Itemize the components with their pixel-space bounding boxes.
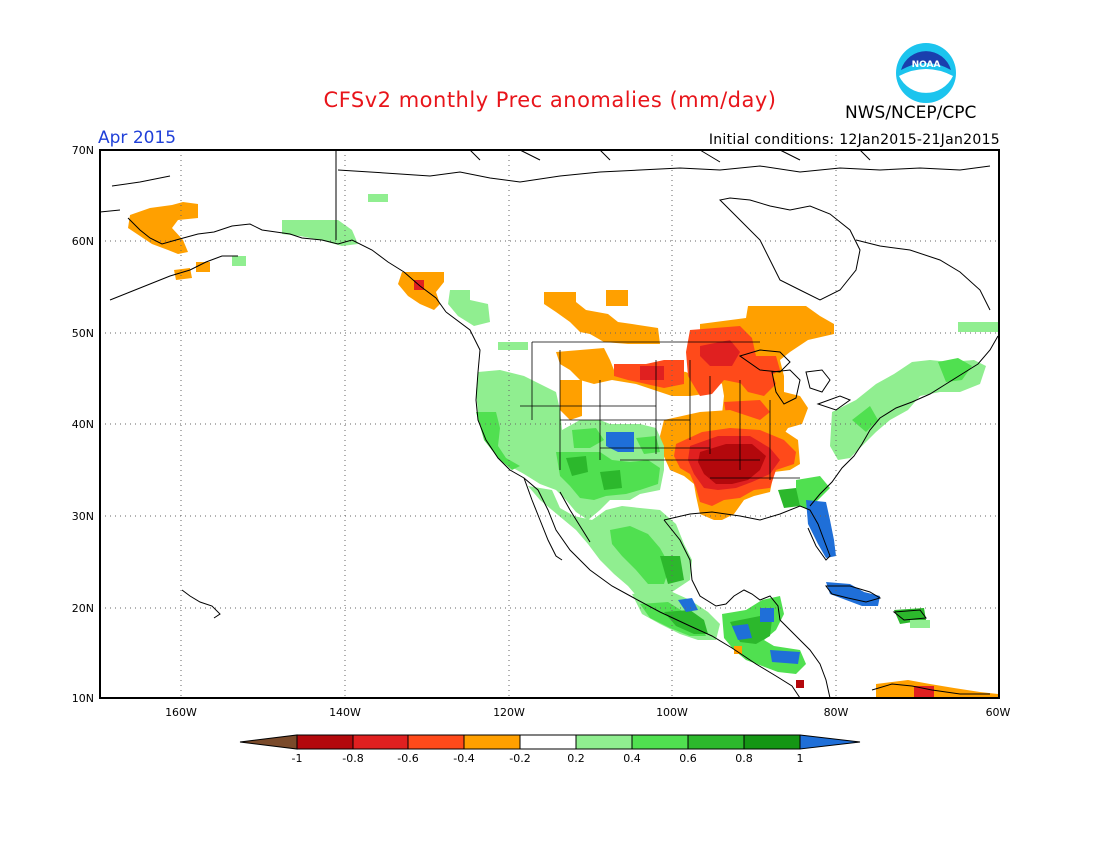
- agency-label: NWS/NCEP/CPC: [845, 103, 977, 123]
- region-east-coast-wet: [938, 358, 972, 382]
- colorbar-label: -1: [292, 752, 303, 765]
- colorbar-label: -0.2: [509, 752, 530, 765]
- region-cuba-wet: [826, 582, 880, 606]
- noaa-logo-icon: NOAA: [896, 43, 956, 103]
- region-mexico-west-wet: [610, 526, 670, 584]
- colorbar-min-arrow: [239, 734, 298, 750]
- region-southwest-us-wet: [476, 412, 520, 470]
- region-great-lakes-dry: [738, 368, 776, 396]
- region-east-coast-wet: [958, 322, 998, 332]
- lon-label: 80W: [824, 706, 849, 719]
- region-mexico-west-wet: [528, 486, 692, 604]
- colorbar-label: 0.2: [567, 752, 585, 765]
- region-canada-prairie-dry: [544, 292, 660, 344]
- colorbar-swatch: [407, 734, 465, 750]
- lon-label: 60W: [986, 706, 1011, 719]
- region-northern-plains-dry: [560, 380, 582, 420]
- region-colorado-wet: [606, 432, 634, 452]
- colorbar-label: 0.8: [735, 752, 753, 765]
- region-caribbean-dry: [876, 680, 998, 698]
- region-canada-prairie-dry: [606, 290, 628, 306]
- colorbar-max-arrow: [799, 734, 861, 750]
- lat-label: 10N: [72, 692, 94, 705]
- region-southwest-us-wet: [600, 470, 622, 490]
- region-central-america-wet: [760, 608, 774, 622]
- colorbar-swatch: [743, 734, 801, 750]
- colorbar-swatch: [631, 734, 689, 750]
- colorbar-label: 0.6: [679, 752, 697, 765]
- region-central-america-wet: [734, 646, 742, 654]
- colorbar-label: -0.4: [453, 752, 474, 765]
- map-frame: [99, 149, 1000, 699]
- colorbar-label: 1: [797, 752, 804, 765]
- colorbar-swatch: [296, 734, 354, 750]
- region-mexico-west-wet: [678, 598, 698, 612]
- region-southwest-us-wet: [636, 436, 660, 454]
- lat-label: 20N: [72, 602, 94, 615]
- coastlines: [99, 149, 999, 699]
- colorbar-label: -0.6: [397, 752, 418, 765]
- lat-label: 40N: [72, 418, 94, 431]
- region-central-america-wet: [732, 624, 752, 640]
- colorbar-swatch: [519, 734, 577, 750]
- longitude-labels: 160W 140W 120W 100W 80W 60W: [165, 706, 1010, 719]
- region-east-coast-wet: [830, 360, 986, 460]
- region-pnw-wet: [498, 342, 528, 350]
- region-pnw-wet: [448, 290, 490, 326]
- colorbar-swatch: [687, 734, 745, 750]
- lat-label: 30N: [72, 510, 94, 523]
- region-east-coast-wet: [852, 406, 878, 432]
- lat-label: 50N: [72, 327, 94, 340]
- region-alaska-southwest-dry: [398, 272, 444, 310]
- initial-conditions: Initial conditions: 12Jan2015-21Jan2015: [708, 132, 1000, 148]
- lon-label: 120W: [493, 706, 525, 719]
- colorbar-swatch: [575, 734, 633, 750]
- forecast-month: Apr 2015: [98, 128, 177, 148]
- lon-label: 140W: [329, 706, 361, 719]
- state-borders: [520, 341, 800, 480]
- region-northern-plains-dry: [700, 340, 740, 366]
- region-central-america-dry: [796, 680, 804, 688]
- region-mexico-west-wet: [664, 610, 708, 634]
- colorbar-swatch: [463, 734, 521, 750]
- colorbar: -1 -0.8 -0.6 -0.4 -0.2 0.2 0.4 0.6 0.8 1: [239, 734, 861, 765]
- region-central-america-wet: [770, 650, 800, 664]
- chart-title: CFSv2 monthly Prec anomalies (mm/day): [323, 88, 777, 112]
- region-alaska-wet: [282, 220, 358, 246]
- lon-label: 160W: [165, 706, 197, 719]
- latitude-labels: 70N 60N 50N 40N 30N 20N 10N: [72, 144, 94, 705]
- region-northern-plains-dry: [640, 366, 664, 380]
- lat-label: 70N: [72, 144, 94, 157]
- region-alaska-wet: [232, 256, 246, 266]
- lat-label: 60N: [72, 235, 94, 248]
- region-midwest-core-very-dry: [698, 444, 766, 484]
- anomaly-field: [128, 194, 998, 698]
- region-east-coast-wet: [796, 476, 830, 510]
- colorbar-label: -0.8: [342, 752, 363, 765]
- colorbar-swatch: [352, 734, 409, 750]
- region-alaska-southwest-dry: [196, 262, 210, 272]
- region-southwest-us-wet: [566, 456, 588, 476]
- region-east-coast-wet: [778, 488, 800, 508]
- region-caribbean-dry: [914, 686, 934, 698]
- region-alaska-wet: [368, 194, 388, 202]
- noaa-logo-text: NOAA: [912, 60, 941, 70]
- lon-label: 100W: [656, 706, 688, 719]
- region-florida-wet: [806, 500, 836, 558]
- colorbar-label: 0.4: [623, 752, 641, 765]
- region-southwest-us-wet: [572, 428, 604, 448]
- region-cuba-wet: [910, 620, 930, 628]
